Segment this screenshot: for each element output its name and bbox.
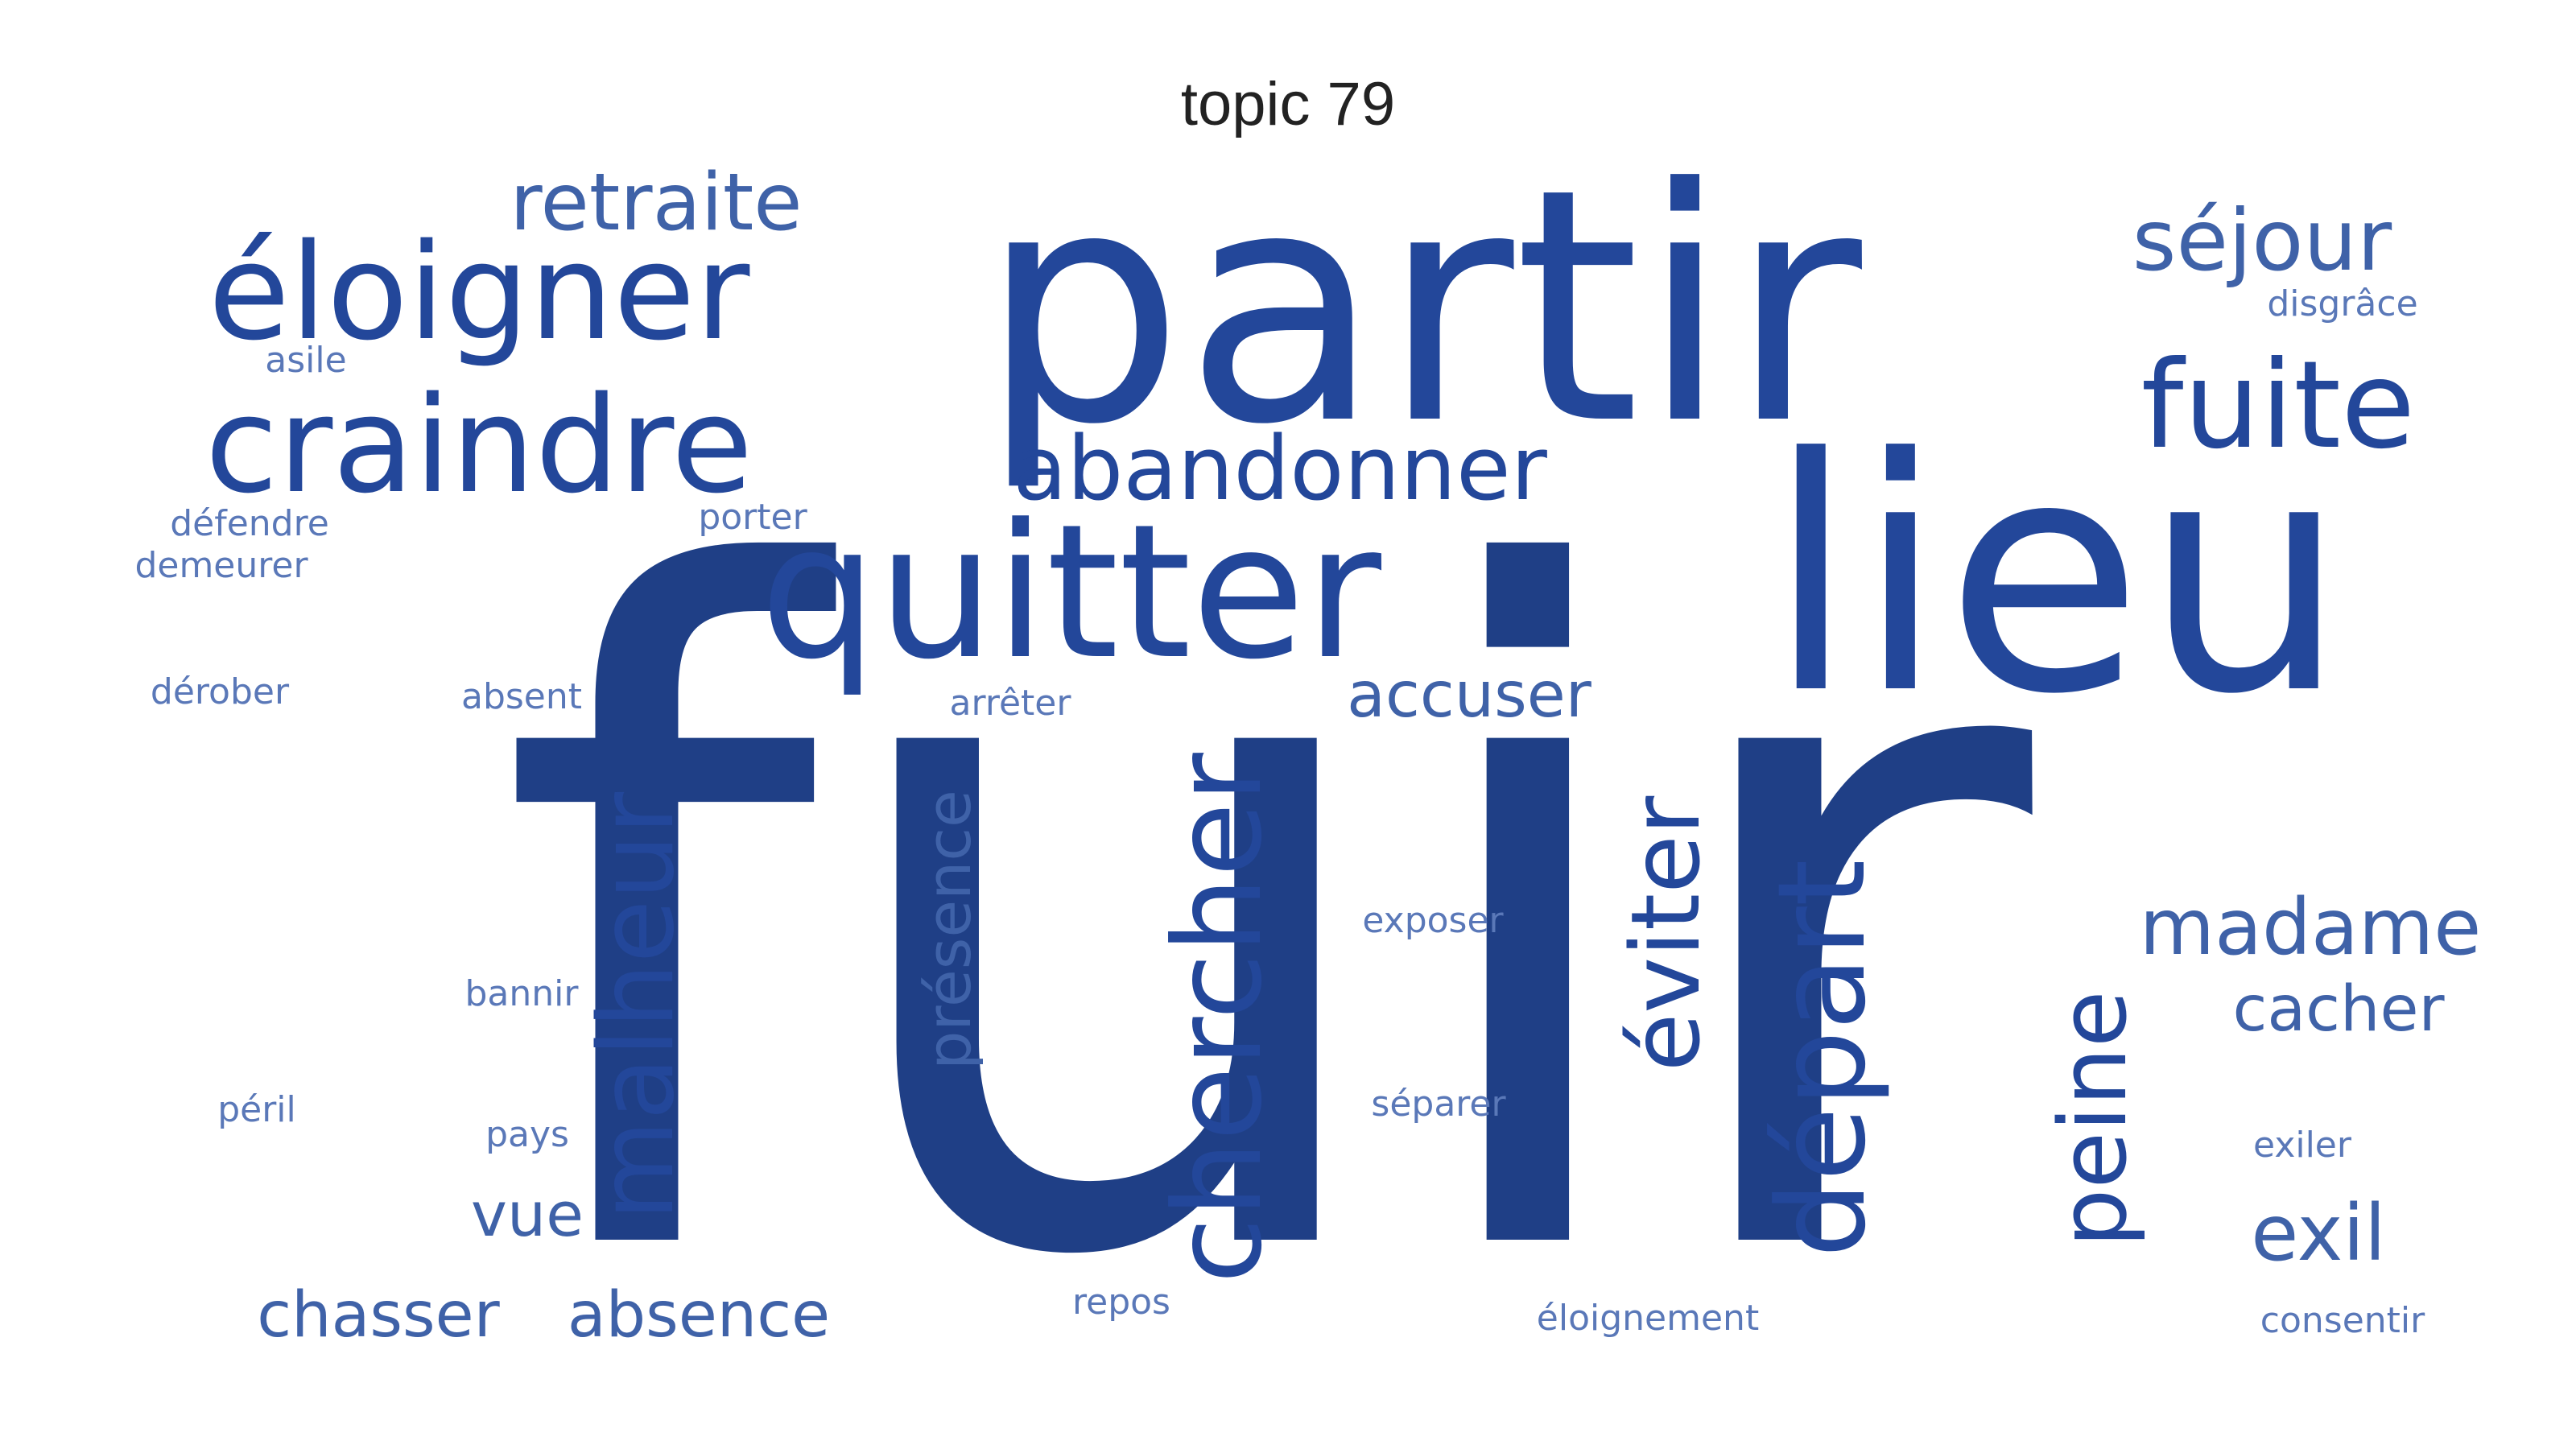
word-disgrâce: disgrâce (2267, 283, 2417, 324)
word-demeurer: demeurer (134, 545, 308, 586)
word-éloignement: éloignement (1537, 1298, 1759, 1339)
word-abandonner: abandonner (1013, 417, 1548, 520)
word-malheur: malheur (577, 791, 697, 1220)
word-peine: peine (2040, 990, 2148, 1247)
word-exiler: exiler (2253, 1125, 2352, 1166)
word-asile: asile (265, 340, 346, 381)
word-exil: exil (2251, 1188, 2386, 1278)
word-accuser: accuser (1347, 659, 1592, 732)
word-séparer: séparer (1371, 1084, 1506, 1125)
word-vue: vue (471, 1179, 584, 1250)
word-absence: absence (568, 1279, 830, 1352)
word-fuite: fuite (2141, 336, 2416, 476)
word-lieu: lieu (1766, 390, 2347, 765)
word-bannir: bannir (465, 973, 580, 1014)
word-quitter: quitter (760, 485, 1382, 700)
word-madame: madame (2140, 882, 2482, 972)
word-chasser: chasser (257, 1279, 500, 1352)
word-départ: départ (1752, 859, 1893, 1257)
word-consentir: consentir (2260, 1300, 2425, 1341)
word-absent: absent (461, 676, 582, 717)
chart-title: topic 79 (1180, 70, 1396, 138)
word-éloigner: éloigner (208, 215, 750, 369)
word-péril: péril (217, 1089, 296, 1130)
word-cacher: cacher (2232, 973, 2445, 1046)
word-fuir: fuir (495, 388, 2042, 1449)
word-retraite: retraite (510, 157, 802, 249)
word-partir: partir (980, 121, 1865, 495)
word-éviter: éviter (1610, 795, 1721, 1071)
word-dérober: dérober (151, 671, 290, 712)
word-chercher: chercher (1149, 753, 1289, 1284)
word-arrêter: arrêter (950, 683, 1072, 724)
word-repos: repos (1072, 1282, 1170, 1323)
word-défendre: défendre (170, 503, 329, 544)
word-pays: pays (485, 1114, 569, 1155)
word-craindre: craindre (205, 368, 753, 522)
word-séjour: séjour (2132, 192, 2392, 290)
word-porter: porter (698, 497, 807, 538)
word-présence: présence (913, 790, 985, 1070)
word-exposer: exposer (1362, 900, 1504, 941)
